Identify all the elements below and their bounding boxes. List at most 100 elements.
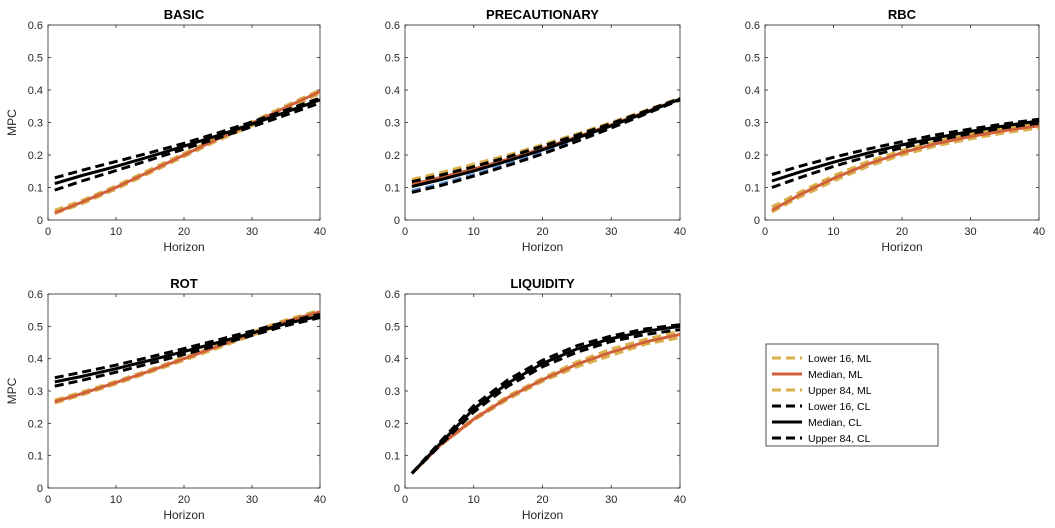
legend-label: Median, CL bbox=[808, 417, 862, 429]
legend-label: Lower 16, CL bbox=[808, 401, 871, 413]
legend-label: Median, ML bbox=[808, 369, 863, 381]
x-axis-label: Horizon bbox=[163, 240, 204, 254]
legend-entry: Upper 84, ML bbox=[772, 385, 872, 397]
panel-title: PRECAUTIONARY bbox=[486, 7, 599, 22]
legend-entry: Lower 16, CL bbox=[772, 401, 871, 413]
y-tick-label: 0.3 bbox=[385, 118, 400, 130]
series-line-lower-16-ml bbox=[771, 126, 1040, 214]
legend-entry: Median, ML bbox=[772, 369, 863, 381]
panel-rot: ROT 0 0.1 0.2 0.3 0.4 0.5 0.6 0 10 20 30 40 Horizon MP… bbox=[5, 276, 326, 522]
series-line-upper-84-ml bbox=[771, 122, 1040, 209]
panel-title: LIQUIDITY bbox=[510, 276, 575, 291]
legend-label: Lower 16, ML bbox=[808, 353, 872, 365]
y-tick-label: 0.6 bbox=[28, 289, 43, 301]
x-tick-label: 30 bbox=[605, 226, 617, 238]
series-line-lower-16-cl bbox=[54, 101, 321, 192]
y-tick-label: 0.1 bbox=[28, 451, 43, 463]
x-tick-label: 20 bbox=[896, 226, 908, 238]
x-tick-label: 20 bbox=[178, 226, 190, 238]
panels: BASIC 0 0.1 0.2 0.3 0.4 0.5 0.6 0 10 20 30 40 Horizon… bbox=[5, 7, 1045, 522]
panel-liquidity: LIQUIDITY 0 0.1 0.2 0.3 0.4 0.5 0.6 0 10 20 30 40 Hor… bbox=[385, 276, 686, 522]
series-line-median-cl bbox=[54, 314, 321, 384]
y-tick-label: 0.6 bbox=[385, 20, 400, 32]
y-tick-label: 0.5 bbox=[28, 321, 43, 333]
series-line-median-cl bbox=[411, 97, 681, 188]
x-tick-label: 0 bbox=[762, 226, 768, 238]
legend-items: Lower 16, ML Median, ML Upper 84, ML Lower … bbox=[772, 353, 872, 445]
series-line-lower-16-cl bbox=[54, 316, 321, 388]
series-line-upper-84-cl bbox=[54, 312, 321, 380]
x-axis-label: Horizon bbox=[881, 240, 922, 254]
y-axis-label: MPC bbox=[5, 377, 19, 404]
y-tick-label: 0.2 bbox=[28, 418, 43, 430]
x-tick-label: 10 bbox=[468, 494, 480, 506]
y-tick-label: 0.3 bbox=[385, 386, 400, 398]
y-tick-label: 0.5 bbox=[385, 321, 400, 333]
panel-rbc: RBC 0 0.1 0.2 0.3 0.4 0.5 0.6 0 10 20 30 40 Horizon bbox=[745, 7, 1045, 254]
y-tick-label: 0.4 bbox=[385, 354, 400, 366]
y-tick-label: 0.3 bbox=[745, 118, 760, 130]
series-line-upper-84-cl bbox=[54, 96, 321, 180]
x-tick-label: 40 bbox=[674, 226, 686, 238]
panel-title: RBC bbox=[888, 7, 917, 22]
series-line-upper-84-cl bbox=[411, 96, 681, 184]
x-tick-label: 10 bbox=[110, 494, 122, 506]
legend-entry: Lower 16, ML bbox=[772, 353, 872, 365]
y-tick-label: 0 bbox=[394, 483, 400, 495]
y-tick-label: 0.4 bbox=[28, 354, 43, 366]
y-tick-label: 0.4 bbox=[385, 85, 400, 97]
panel-basic: BASIC 0 0.1 0.2 0.3 0.4 0.5 0.6 0 10 20 30 40 Horizon… bbox=[5, 7, 326, 254]
x-tick-label: 20 bbox=[536, 494, 548, 506]
x-axis-label: Horizon bbox=[522, 240, 563, 254]
series-line-upper-84-cl bbox=[410, 323, 681, 475]
y-tick-label: 0.4 bbox=[28, 85, 43, 97]
series-line-upper-84-cl bbox=[771, 117, 1040, 176]
x-tick-label: 0 bbox=[402, 494, 408, 506]
x-tick-label: 30 bbox=[246, 494, 258, 506]
legend-entry: Median, CL bbox=[772, 417, 862, 429]
y-tick-label: 0.2 bbox=[385, 150, 400, 162]
y-tick-label: 0 bbox=[754, 215, 760, 227]
x-tick-label: 10 bbox=[110, 226, 122, 238]
x-tick-label: 30 bbox=[964, 226, 976, 238]
legend-box bbox=[765, 343, 939, 447]
panel-title: BASIC bbox=[164, 7, 205, 22]
y-tick-label: 0.4 bbox=[745, 85, 760, 97]
x-axis-label: Horizon bbox=[163, 508, 204, 522]
y-tick-label: 0.1 bbox=[385, 183, 400, 195]
series-line-lower-16-cl bbox=[410, 328, 681, 475]
x-tick-label: 10 bbox=[468, 226, 480, 238]
y-tick-label: 0.6 bbox=[28, 20, 43, 32]
plot-area bbox=[404, 24, 681, 221]
plot-area bbox=[404, 293, 681, 489]
y-tick-label: 0.2 bbox=[745, 150, 760, 162]
x-tick-label: 40 bbox=[314, 226, 326, 238]
x-tick-label: 40 bbox=[674, 494, 686, 506]
panel-title: ROT bbox=[170, 276, 198, 291]
y-tick-label: 0.2 bbox=[385, 418, 400, 430]
y-tick-label: 0.1 bbox=[385, 451, 400, 463]
series-line-lower-16-cl bbox=[771, 121, 1040, 189]
y-tick-label: 0.2 bbox=[28, 150, 43, 162]
y-tick-label: 0.3 bbox=[28, 118, 43, 130]
y-tick-label: 0 bbox=[37, 215, 43, 227]
y-tick-label: 0.5 bbox=[28, 53, 43, 65]
x-tick-label: 40 bbox=[1033, 226, 1045, 238]
x-tick-label: 40 bbox=[314, 494, 326, 506]
y-axis-label: MPC bbox=[5, 109, 19, 136]
x-axis-label: Horizon bbox=[522, 508, 563, 522]
y-tick-label: 0.6 bbox=[385, 289, 400, 301]
y-tick-label: 0 bbox=[394, 215, 400, 227]
x-tick-label: 0 bbox=[45, 226, 51, 238]
x-tick-label: 30 bbox=[605, 494, 617, 506]
y-tick-label: 0.1 bbox=[28, 183, 43, 195]
y-tick-label: 0.3 bbox=[28, 386, 43, 398]
x-tick-label: 20 bbox=[178, 494, 190, 506]
series-line-median-cl bbox=[54, 98, 321, 186]
x-tick-label: 10 bbox=[827, 226, 839, 238]
x-tick-label: 0 bbox=[402, 226, 408, 238]
x-tick-label: 0 bbox=[45, 494, 51, 506]
plot-area bbox=[47, 24, 321, 221]
legend-entry: Upper 84, CL bbox=[772, 433, 871, 445]
